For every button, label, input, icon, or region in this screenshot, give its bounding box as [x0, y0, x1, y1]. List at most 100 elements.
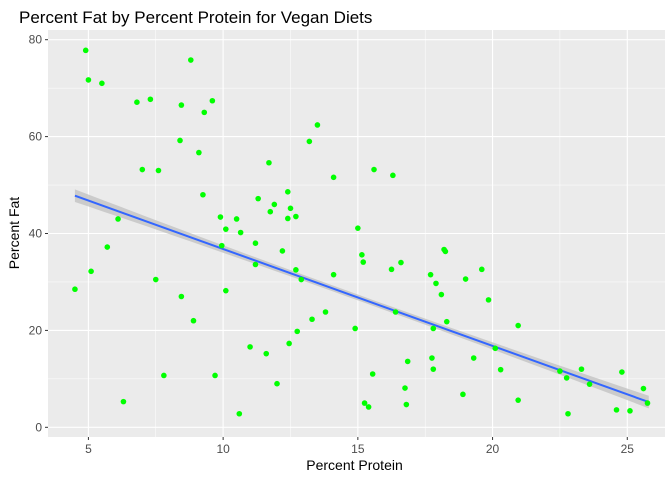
data-point	[200, 191, 206, 198]
data-point	[586, 381, 593, 387]
data-point	[433, 280, 439, 287]
data-point	[223, 287, 229, 294]
data-point	[640, 385, 647, 392]
data-point	[252, 240, 259, 246]
data-point	[430, 366, 437, 372]
data-point	[147, 96, 154, 103]
data-point	[429, 355, 435, 361]
data-point	[398, 259, 404, 266]
data-point	[237, 229, 244, 236]
x-tick-label: 10	[216, 442, 230, 456]
data-point	[99, 80, 105, 87]
data-point	[139, 166, 146, 173]
data-point	[485, 297, 492, 303]
y-tick-label: 80	[29, 33, 43, 47]
data-point	[134, 99, 140, 105]
data-point	[152, 276, 159, 283]
data-point	[201, 109, 208, 116]
data-point	[309, 316, 315, 323]
y-tick-label: 20	[29, 323, 43, 337]
data-point	[355, 225, 361, 231]
data-point	[306, 138, 313, 145]
data-point	[497, 366, 504, 373]
data-point	[293, 213, 299, 220]
data-point	[177, 137, 183, 144]
y-tick-label: 40	[29, 227, 43, 241]
data-point	[404, 358, 411, 365]
data-point	[255, 195, 261, 202]
data-point	[492, 345, 499, 352]
data-point	[369, 371, 376, 377]
data-point	[263, 350, 270, 357]
data-point	[120, 398, 127, 405]
data-point	[72, 286, 78, 293]
data-point	[267, 208, 274, 215]
data-point	[430, 325, 437, 332]
data-point	[330, 174, 337, 181]
data-point	[371, 166, 377, 173]
data-point	[322, 309, 329, 315]
data-point	[438, 291, 445, 298]
data-point	[515, 322, 521, 329]
data-point	[236, 410, 243, 417]
data-point	[196, 149, 202, 156]
x-tick-label: 25	[621, 442, 635, 456]
data-point	[178, 102, 185, 108]
data-point	[462, 276, 469, 282]
data-point	[565, 410, 571, 417]
data-point	[563, 375, 570, 381]
y-tick-label: 0	[35, 420, 42, 434]
data-point	[212, 372, 218, 379]
data-point	[392, 309, 399, 315]
data-point	[293, 267, 299, 273]
data-point	[223, 226, 229, 232]
data-point	[233, 216, 240, 222]
data-point	[314, 122, 321, 128]
data-point	[287, 205, 294, 212]
data-point	[187, 57, 194, 63]
data-point	[294, 328, 301, 335]
data-point	[360, 259, 367, 265]
y-tick-label: 60	[29, 130, 43, 144]
data-point	[209, 97, 216, 104]
data-point	[217, 214, 224, 220]
data-point	[190, 317, 197, 324]
data-points	[72, 47, 651, 417]
data-point	[330, 271, 337, 278]
data-point	[115, 216, 121, 222]
x-tick-label: 20	[486, 442, 500, 456]
data-point	[470, 355, 477, 361]
data-point	[619, 369, 625, 375]
y-axis-label: Percent Fat	[6, 197, 22, 269]
data-point	[279, 248, 286, 254]
data-point	[515, 397, 521, 403]
x-tick-label: 15	[351, 442, 365, 456]
data-point	[218, 242, 225, 249]
data-point	[178, 293, 185, 300]
data-point	[286, 340, 292, 347]
data-point	[352, 325, 358, 332]
data-point	[284, 215, 291, 222]
data-point	[578, 366, 585, 372]
data-point	[427, 271, 434, 278]
data-point	[388, 266, 395, 273]
data-point	[460, 391, 466, 398]
data-point	[359, 252, 365, 258]
trend-line-layer	[74, 194, 650, 404]
data-point	[613, 407, 620, 413]
data-point	[252, 261, 259, 268]
data-point	[402, 385, 408, 391]
data-point	[155, 167, 162, 174]
data-point	[390, 172, 396, 179]
data-point	[298, 276, 305, 283]
data-point	[247, 344, 253, 350]
data-point	[403, 401, 410, 408]
data-point	[82, 47, 89, 54]
data-point	[443, 318, 450, 325]
data-point	[557, 368, 563, 374]
data-point	[365, 404, 372, 410]
data-point	[266, 159, 272, 166]
data-point	[478, 266, 485, 273]
data-point	[85, 77, 92, 83]
